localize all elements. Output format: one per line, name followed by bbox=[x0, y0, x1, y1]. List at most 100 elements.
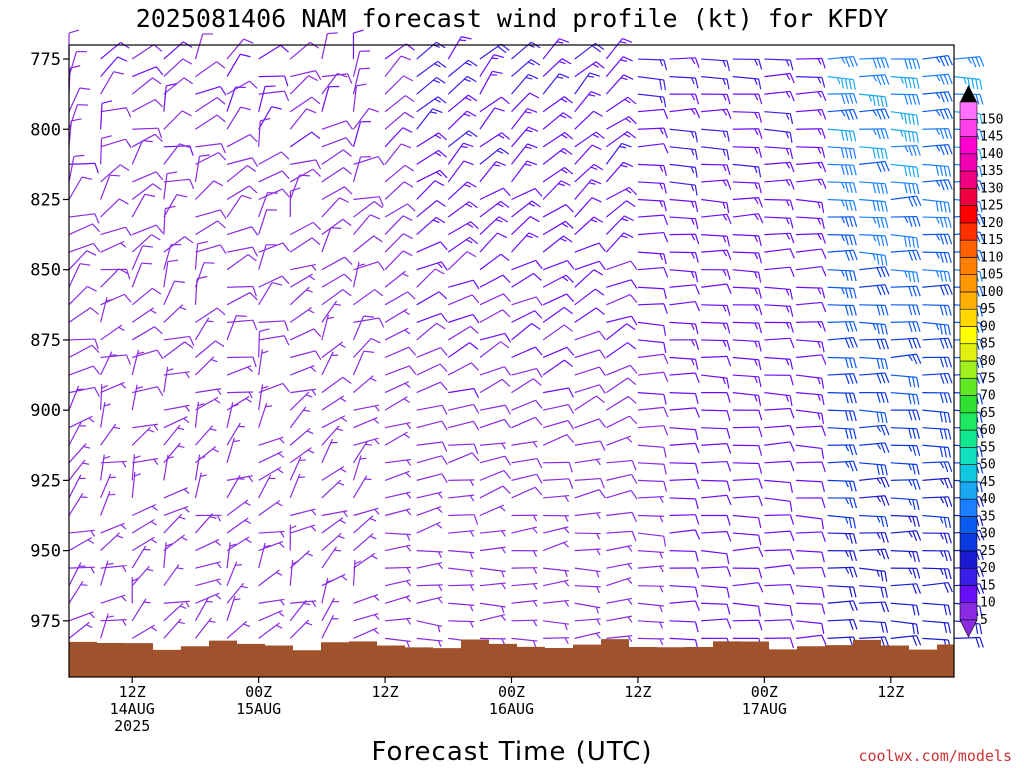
wind-barb bbox=[542, 112, 573, 130]
wind-barb bbox=[194, 262, 215, 288]
y-tick-label: 775 bbox=[30, 50, 61, 70]
wind-barb bbox=[258, 499, 283, 516]
wind-barb bbox=[732, 532, 762, 546]
wind-barb bbox=[321, 32, 338, 60]
wind-barb bbox=[416, 455, 448, 465]
wind-barb bbox=[511, 346, 543, 359]
wind-barb bbox=[195, 209, 227, 220]
wind-barb bbox=[669, 620, 699, 633]
wind-barb bbox=[131, 98, 163, 113]
wind-barb bbox=[258, 188, 290, 201]
wind-barb bbox=[195, 578, 222, 587]
wind-barb bbox=[195, 396, 221, 411]
wind-barb bbox=[448, 530, 475, 538]
wind-barb bbox=[859, 74, 890, 86]
wind-barb bbox=[795, 161, 827, 173]
wind-barb bbox=[890, 111, 919, 126]
wind-barb bbox=[258, 402, 273, 428]
wind-barb bbox=[795, 374, 825, 389]
wind-barb bbox=[953, 56, 985, 68]
wind-barb bbox=[511, 296, 543, 306]
wind-barb bbox=[890, 163, 920, 178]
wind-barb bbox=[226, 517, 252, 534]
wind-barb bbox=[131, 518, 157, 534]
wind-barb bbox=[416, 561, 443, 569]
wind-barb bbox=[859, 514, 889, 528]
wind-barb bbox=[859, 620, 889, 633]
wind-barb bbox=[163, 602, 187, 622]
wind-barb bbox=[131, 577, 139, 604]
wind-barb bbox=[479, 582, 506, 590]
wind-barb bbox=[258, 209, 278, 235]
wind-barb bbox=[384, 346, 417, 359]
wind-barb bbox=[795, 566, 826, 578]
wind-barb bbox=[574, 307, 605, 323]
wind-barb bbox=[416, 76, 446, 95]
wind-barb bbox=[195, 388, 222, 396]
wind-barb bbox=[163, 366, 174, 393]
wind-barb bbox=[100, 268, 129, 288]
wind-barb bbox=[194, 275, 208, 305]
wind-barb bbox=[922, 179, 953, 191]
wind-barb bbox=[795, 550, 825, 563]
wind-barb bbox=[669, 321, 699, 335]
wind-barb bbox=[479, 200, 510, 218]
wind-barb bbox=[669, 427, 699, 440]
wind-barb bbox=[859, 585, 888, 598]
wind-barb bbox=[890, 76, 920, 89]
wind-barb bbox=[511, 126, 539, 148]
wind-barb bbox=[352, 440, 373, 464]
wind-barb bbox=[732, 582, 764, 593]
wind-barb bbox=[511, 310, 543, 323]
wind-barb bbox=[68, 611, 95, 622]
wind-barb bbox=[131, 66, 164, 78]
wind-barb bbox=[258, 44, 289, 60]
wind-barb bbox=[131, 224, 164, 236]
wind-barb bbox=[226, 595, 241, 622]
wind-barb bbox=[890, 479, 921, 490]
wind-barb bbox=[416, 108, 443, 130]
wind-barb bbox=[669, 269, 699, 283]
wind-barb bbox=[321, 438, 338, 464]
wind-barb bbox=[321, 186, 353, 201]
wind-barb bbox=[321, 218, 352, 236]
wind-barb bbox=[100, 240, 127, 253]
colorbar-label: 45 bbox=[980, 475, 996, 490]
wind-barb bbox=[890, 144, 921, 157]
wind-barb bbox=[163, 542, 173, 569]
wind-barb bbox=[353, 612, 380, 622]
wind-barb bbox=[163, 77, 194, 95]
wind-barb bbox=[100, 532, 124, 552]
wind-barb bbox=[479, 529, 506, 537]
wind-barb bbox=[384, 143, 412, 165]
wind-barb bbox=[732, 286, 762, 299]
wind-barb bbox=[732, 374, 762, 388]
wind-barb bbox=[384, 95, 415, 113]
wind-barb bbox=[511, 486, 543, 499]
wind-barb bbox=[384, 491, 412, 499]
wind-barb bbox=[384, 127, 413, 148]
wind-barb bbox=[701, 479, 731, 492]
wind-barb bbox=[194, 472, 208, 499]
wind-barb bbox=[890, 353, 922, 365]
wind-barb bbox=[890, 249, 922, 261]
wind-barb bbox=[764, 583, 795, 595]
wind-barb bbox=[416, 506, 443, 517]
wind-barb bbox=[574, 602, 601, 614]
wind-barb bbox=[353, 552, 378, 569]
wind-barb bbox=[289, 286, 313, 306]
wind-barb bbox=[922, 91, 953, 103]
wind-barb bbox=[353, 404, 380, 412]
colorbar-label: 150 bbox=[980, 112, 1003, 127]
credit-link[interactable]: coolwx.com/models bbox=[858, 747, 1012, 765]
wind-barb bbox=[606, 294, 638, 306]
colorbar-segment bbox=[959, 412, 978, 431]
colorbar-segment bbox=[959, 343, 978, 362]
wind-barb bbox=[479, 147, 510, 165]
wind-barb bbox=[258, 328, 270, 358]
wind-barb bbox=[195, 151, 227, 165]
wind-barb bbox=[194, 617, 216, 639]
wind-barb bbox=[732, 602, 761, 617]
wind-barb bbox=[890, 93, 921, 105]
wind-barb bbox=[669, 284, 700, 295]
